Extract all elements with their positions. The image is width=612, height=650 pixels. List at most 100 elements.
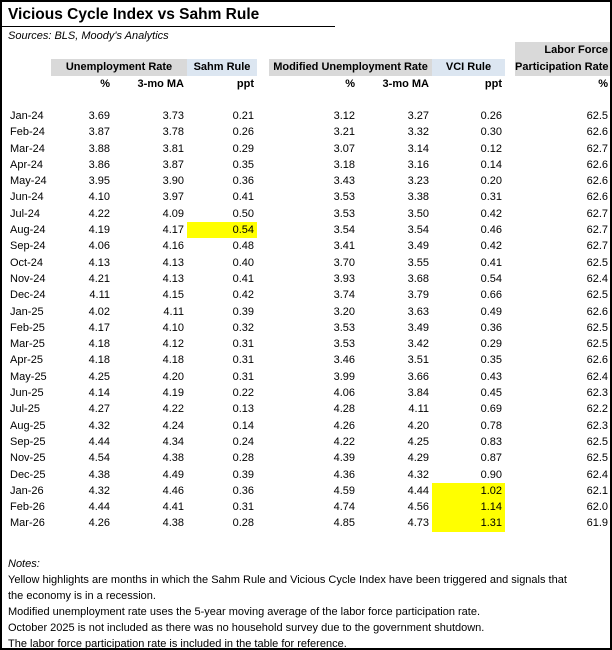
value-cell: 4.32 [88,419,110,432]
value-cell: 3.27 [407,110,429,122]
value-cell: 3.79 [407,289,429,302]
value-cell: 4.11 [408,403,429,416]
column-group-header-labor-force-participation-rate: Labor Force Participation Rate [515,42,610,76]
note-line: Yellow highlights are months in which th… [8,573,567,586]
value-cell: 4.02 [88,305,110,318]
value-cell: 62.3 [586,387,608,400]
note-line: The labor force participation rate is in… [8,637,347,650]
value-cell: 3.66 [407,370,429,383]
value-cell: 4.38 [88,468,110,481]
month-cell: Sep-25 [10,435,46,448]
month-cell: Mar-25 [10,338,45,351]
value-cell: 0.90 [480,468,502,481]
lfpr-header-line1: Labor Force [544,44,608,56]
column-group-header-sahm-rule: Sahm Rule [187,59,257,76]
value-cell: 62.5 [586,452,608,465]
value-cell: 4.18 [88,338,110,351]
value-cell: 0.39 [232,468,254,481]
value-cell: 4.32 [88,484,110,497]
value-cell: 3.87 [88,126,110,139]
value-cell: 4.25 [88,370,110,383]
value-cell: 4.32 [407,468,429,481]
value-cell: 0.41 [232,191,254,204]
value-cell: 0.12 [480,142,502,155]
month-cell: Jun-24 [10,191,44,204]
value-cell: 3.51 [407,354,429,367]
table-row: Jan-26 4.32 4.46 0.36 4.59 4.44 1.02 62.1 [5,482,610,500]
value-cell: 3.74 [333,289,355,302]
value-cell: 0.46 [480,224,502,237]
value-cell: 4.14 [88,387,110,400]
value-cell: 4.11 [163,305,184,318]
value-cell: 0.36 [232,175,254,188]
value-cell: 61.9 [586,517,608,530]
value-cell: 0.87 [480,452,502,465]
value-cell: 4.26 [88,517,110,530]
value-cell: 0.39 [232,305,254,318]
table-body: Jan-24 3.69 3.73 0.21 3.12 3.27 0.26 62.5 Feb-24… [2,108,610,532]
month-cell: Jun-25 [10,387,44,400]
value-cell: 0.35 [232,158,254,171]
value-cell: 0.42 [480,207,502,220]
value-cell: 4.11 [89,289,110,302]
value-cell: 0.14 [480,158,502,171]
value-cell: 0.29 [480,338,502,351]
value-cell: 4.39 [333,452,355,465]
table-row: Feb-24 3.87 3.78 0.26 3.21 3.32 0.30 62.6 [5,124,610,140]
value-cell: 62.5 [586,338,608,351]
month-cell: Jul-25 [10,403,40,416]
value-cell: 0.43 [480,370,502,383]
value-cell: 0.30 [480,126,502,139]
value-cell: 0.42 [480,240,502,253]
table-row: Dec-24 4.11 4.15 0.42 3.74 3.79 0.66 62.5 [5,287,610,303]
value-cell: 0.29 [232,142,254,155]
table-row: Apr-24 3.86 3.87 0.35 3.18 3.16 0.14 62.6 [5,157,610,173]
value-cell: 4.13 [88,256,110,269]
value-cell: 3.54 [333,224,355,237]
value-cell: 3.43 [333,175,355,188]
value-cell: 4.20 [162,370,184,383]
value-cell: 4.44 [88,435,110,448]
value-cell: 62.6 [586,191,608,204]
month-cell: Feb-26 [10,501,45,514]
lfpr-header-line2: Participation Rate [515,61,609,73]
value-cell: 3.84 [407,387,429,400]
value-cell: 4.56 [407,501,429,514]
notes-label: Notes: [8,557,40,570]
value-cell: 3.55 [407,256,429,269]
value-cell: 4.22 [88,207,110,220]
value-cell: 3.12 [333,110,355,122]
column-group-header-vci-rule: VCI Rule [432,59,505,76]
value-cell: 4.17 [88,321,110,334]
value-cell: 0.28 [232,517,254,530]
value-cell: 0.31 [232,501,254,514]
value-cell: 4.10 [88,191,110,204]
month-cell: Feb-25 [10,321,45,334]
value-cell: 3.32 [407,126,429,139]
value-cell: 62.5 [586,256,608,269]
value-cell: 4.10 [162,321,184,334]
value-cell: 4.73 [407,517,429,530]
value-cell: 4.34 [162,435,184,448]
table-row: Jan-25 4.02 4.11 0.39 3.20 3.63 0.49 62.6 [5,304,610,320]
value-cell: 4.46 [162,484,184,497]
value-cell: 3.73 [162,110,184,122]
table-row: Dec-25 4.38 4.49 0.39 4.36 4.32 0.90 62.4 [5,467,610,483]
month-cell: Nov-24 [10,272,46,285]
value-cell: 3.81 [162,142,184,155]
month-cell: Aug-24 [10,224,46,237]
value-cell: 4.15 [162,289,184,302]
value-cell: 0.31 [480,191,502,204]
value-cell: 4.24 [162,419,184,432]
value-cell: 3.23 [407,175,429,188]
month-cell: Feb-24 [10,126,45,139]
value-cell: 4.16 [162,240,184,253]
column-group-header-modified-unemployment-rate: Modified Unemployment Rate [269,59,432,76]
subheader-modified-3mo-ma: 3-mo MA [382,78,429,90]
value-cell: 3.16 [407,158,429,171]
subheader-unemployment-3mo-ma: 3-mo MA [137,78,184,90]
value-cell: 0.20 [480,175,502,188]
value-cell: 3.69 [88,110,110,122]
value-cell: 0.26 [232,126,254,139]
value-cell: 62.6 [586,158,608,171]
